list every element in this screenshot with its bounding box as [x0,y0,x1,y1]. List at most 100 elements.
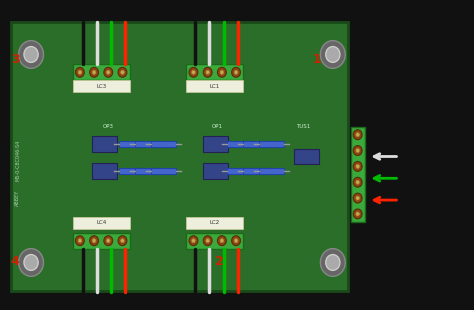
Circle shape [90,67,99,77]
Bar [186,217,243,229]
Bar [92,136,117,152]
Bar [203,136,228,152]
Text: BLACK (-EXE): BLACK (-EXE) [401,134,469,143]
Text: GREEN: GREEN [96,301,126,310]
Circle shape [189,236,198,246]
Circle shape [206,239,210,243]
Circle shape [92,70,96,74]
Circle shape [24,255,38,270]
Text: 1 Outlet: 1 Outlet [364,109,414,119]
Text: ABBEY: ABBEY [15,190,20,206]
Text: 1: 1 [312,53,321,66]
Circle shape [104,236,113,246]
Circle shape [121,70,124,74]
Circle shape [24,46,38,62]
Circle shape [220,70,224,74]
Text: RED (+EXE): RED (+EXE) [401,196,460,205]
Text: GREEN: GREEN [209,301,238,310]
Circle shape [92,239,96,243]
Bar [186,233,243,249]
Circle shape [118,67,127,77]
Text: M5-0-C8C046-S4: M5-0-C8C046-S4 [15,140,20,181]
Circle shape [104,67,113,77]
Text: WHITE: WHITE [82,5,111,14]
Bar [151,141,176,147]
Circle shape [320,41,345,68]
Circle shape [203,67,212,77]
Text: 4: 4 [11,255,19,268]
Circle shape [218,67,226,77]
Text: LC1: LC1 [210,84,220,89]
Text: LC4: LC4 [96,220,106,225]
Circle shape [356,196,359,200]
Circle shape [353,146,362,156]
Bar [135,168,160,174]
Circle shape [75,67,84,77]
Text: 2: 2 [215,255,224,268]
Bar [151,168,176,174]
Bar [73,217,129,229]
Circle shape [353,209,362,219]
Circle shape [107,239,110,243]
Bar [186,80,243,92]
Circle shape [356,164,359,168]
Text: WHITE: WHITE [195,5,224,14]
Text: WHITE: WHITE [195,301,224,310]
Circle shape [356,148,359,153]
Circle shape [75,236,84,246]
Circle shape [356,212,359,216]
Circle shape [353,177,362,187]
Text: WHITE: WHITE [82,301,111,310]
Circle shape [206,70,210,74]
Text: GREEN: GREEN [209,5,238,14]
Circle shape [353,193,362,203]
Circle shape [121,239,124,243]
Text: OP3: OP3 [103,124,114,129]
Bar [92,163,117,179]
Circle shape [356,180,359,184]
Text: LC3: LC3 [96,84,106,89]
Bar [73,64,129,80]
Bar [10,22,348,291]
Circle shape [191,70,195,74]
Circle shape [356,133,359,137]
Bar [73,80,129,92]
Circle shape [78,239,82,243]
Bar [243,168,268,174]
Bar [243,141,268,147]
Bar [203,163,228,179]
Bar [73,233,129,249]
Circle shape [78,70,82,74]
Circle shape [320,249,345,276]
Bar [186,64,243,80]
Bar [135,141,160,147]
Circle shape [234,239,238,243]
Text: RED: RED [117,5,134,14]
Circle shape [90,236,99,246]
Bar [351,127,365,222]
Circle shape [234,70,238,74]
Circle shape [191,239,195,243]
Text: GREEN (+SIG): GREEN (+SIG) [401,174,472,183]
Text: RED: RED [229,5,246,14]
Circle shape [326,46,340,62]
Circle shape [18,249,44,276]
Circle shape [326,255,340,270]
Circle shape [118,236,127,246]
Circle shape [107,70,110,74]
Circle shape [232,236,240,246]
Bar [227,141,252,147]
Text: GREEN: GREEN [96,5,126,14]
Text: RED: RED [117,301,134,310]
Circle shape [220,239,224,243]
Circle shape [189,67,198,77]
Text: BLACK: BLACK [69,301,97,310]
Text: BLACK: BLACK [181,5,209,14]
Circle shape [353,162,362,171]
Circle shape [18,41,44,68]
Circle shape [218,236,226,246]
Bar [119,168,144,174]
Bar [294,148,319,164]
Text: 3: 3 [11,53,19,66]
Circle shape [353,130,362,140]
